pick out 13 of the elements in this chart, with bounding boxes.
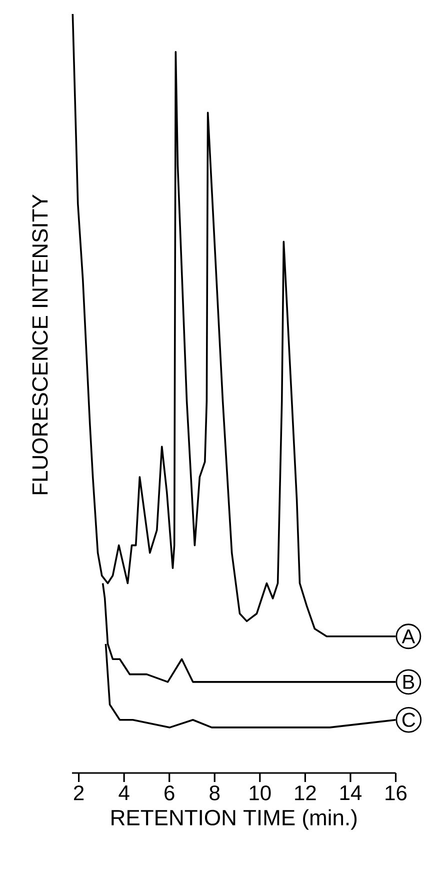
x-tick-label: 4	[118, 786, 130, 800]
x-tick-label: 12	[295, 786, 316, 800]
legend-label: A	[402, 630, 416, 644]
legend-label: C	[402, 712, 416, 727]
y-axis-title: FLUORESCENCE INTENSITY	[32, 194, 48, 494]
x-tick-label: 8	[210, 786, 220, 800]
x-tick-label: 2	[74, 786, 84, 800]
x-axis-title: RETENTION TIME (min.)	[112, 809, 357, 830]
legend-label: B	[403, 675, 414, 689]
x-tick-label: 10	[250, 786, 271, 800]
x-tick-label: 6	[164, 786, 174, 800]
x-tick-label: 14	[340, 786, 362, 800]
x-tick-label: 16	[386, 786, 406, 800]
